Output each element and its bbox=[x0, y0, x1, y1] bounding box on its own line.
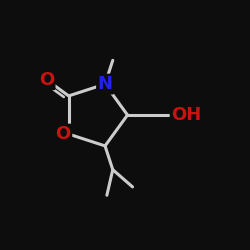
Text: OH: OH bbox=[171, 106, 202, 124]
Text: O: O bbox=[39, 71, 54, 89]
Text: O: O bbox=[56, 125, 71, 143]
Text: N: N bbox=[98, 75, 112, 93]
